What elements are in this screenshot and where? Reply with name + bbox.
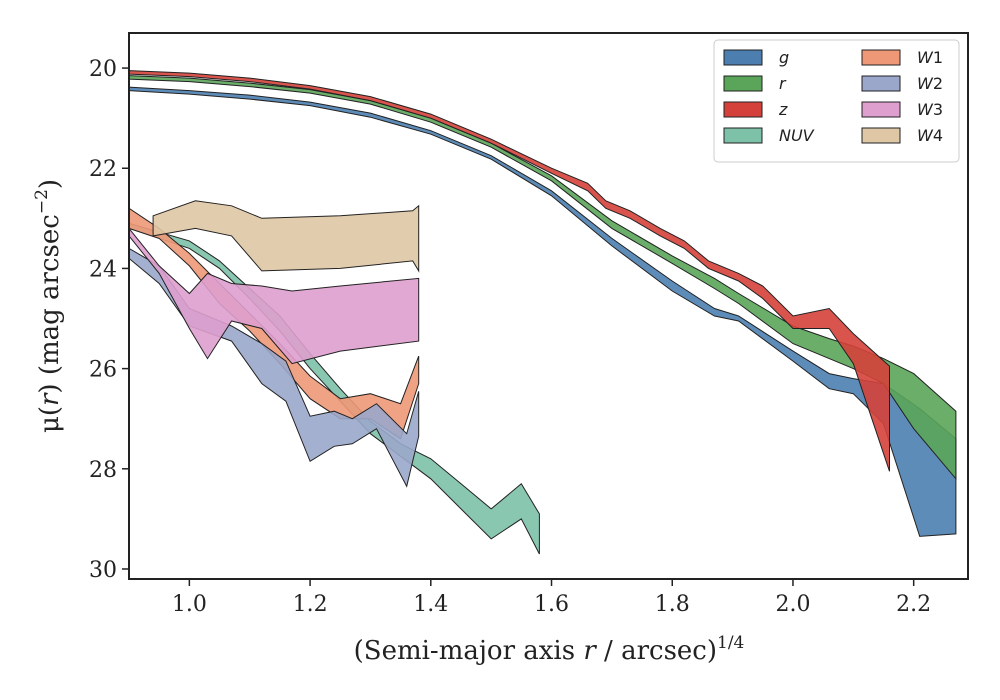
legend-swatch-w2 bbox=[861, 75, 901, 92]
y-axis: 20 22 24 26 28 30 bbox=[89, 57, 129, 583]
x-axis: 1.0 1.2 1.4 1.6 1.8 2.0 2.2 bbox=[172, 579, 931, 617]
x-axis-label: (Semi-major axis r / arcsec)1/4 bbox=[354, 633, 745, 666]
area-w4 bbox=[152, 200, 420, 273]
legend: grz NUV W1 W2 W3 W4 bbox=[713, 39, 960, 163]
y-tick-label: 26 bbox=[89, 358, 117, 383]
legend-swatch-w3 bbox=[861, 101, 901, 118]
y-tick-label: 24 bbox=[89, 257, 117, 282]
x-tick-label: 1.0 bbox=[172, 592, 207, 617]
x-tick-label: 1.2 bbox=[293, 592, 328, 617]
legend-swatch-w1 bbox=[861, 49, 901, 66]
legend-label-w1: W1 bbox=[917, 48, 943, 67]
legend-label-w2: W2 bbox=[917, 74, 943, 93]
y-axis-label: μ(r) (mag arcsec−2) bbox=[32, 179, 65, 433]
area-w2 bbox=[129, 247, 420, 488]
legend-label-w4: W4 bbox=[917, 126, 943, 145]
plot-areas bbox=[129, 70, 957, 555]
y-tick-label: 28 bbox=[89, 458, 117, 483]
area-z bbox=[129, 70, 890, 472]
x-tick-label: 2.0 bbox=[775, 592, 810, 617]
legend-swatch-w4 bbox=[861, 127, 901, 144]
legend-swatch-nuv bbox=[723, 127, 763, 144]
legend-label-w3: W3 bbox=[917, 100, 943, 119]
y-tick-label: 22 bbox=[89, 157, 117, 182]
plot-frame bbox=[128, 32, 969, 580]
legend-swatch-r bbox=[723, 75, 763, 92]
area-w3 bbox=[129, 227, 420, 365]
legend-swatch-g bbox=[723, 49, 763, 66]
x-tick-label: 1.4 bbox=[413, 592, 448, 617]
y-tick-label: 30 bbox=[89, 558, 117, 583]
legend-label-nuv: NUV bbox=[779, 126, 815, 145]
y-tick-label: 20 bbox=[89, 57, 117, 82]
x-tick-label: 1.8 bbox=[655, 592, 690, 617]
area-nuv bbox=[129, 222, 540, 555]
legend-label-g: g bbox=[779, 48, 789, 67]
legend-label-z: z bbox=[778, 100, 788, 119]
area-g bbox=[129, 86, 957, 537]
legend-label-r: r bbox=[779, 74, 787, 93]
legend-swatch-z bbox=[723, 101, 763, 118]
x-tick-label: 2.2 bbox=[896, 592, 931, 617]
x-tick-label: 1.6 bbox=[534, 592, 569, 617]
